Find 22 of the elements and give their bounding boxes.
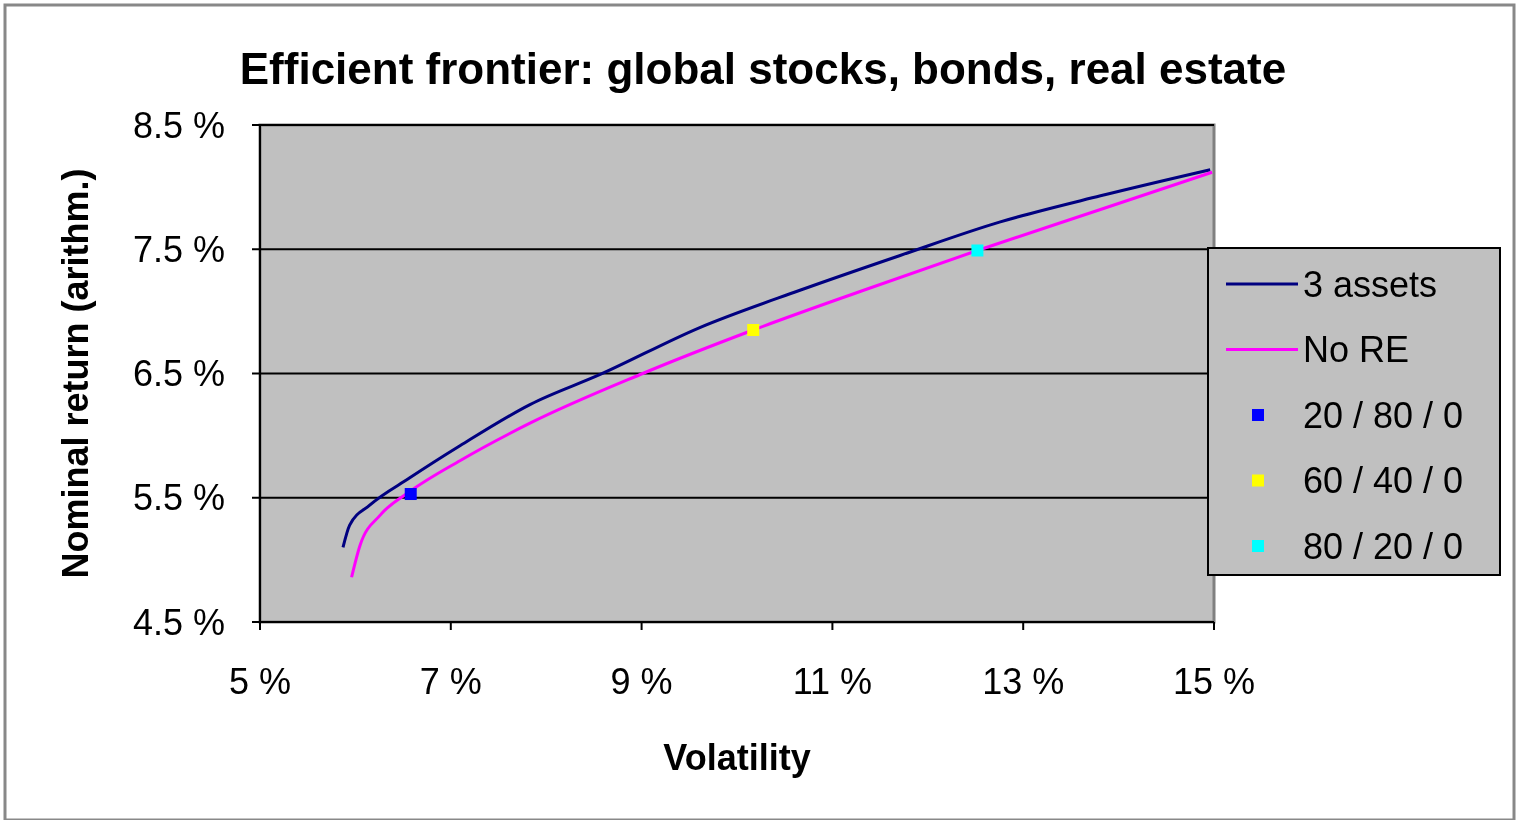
legend-label: No RE xyxy=(1303,329,1410,371)
x-tick-label: 7 % xyxy=(419,661,482,702)
legend-label: 80 / 20 / 0 xyxy=(1303,525,1464,567)
x-tick-label: 13 % xyxy=(982,661,1065,702)
point xyxy=(404,488,417,501)
y-tick-label: 8.5 % xyxy=(132,104,225,146)
y-axis-title: Nominal return (arithm.) xyxy=(55,168,96,579)
x-tick-label: 9 % xyxy=(610,661,673,702)
x-tick-label: 5 % xyxy=(228,661,292,702)
y-tick-label: 6.5 % xyxy=(132,353,225,395)
x-tick-label: 15 % xyxy=(1172,661,1256,702)
legend-label: 60 / 40 / 0 xyxy=(1303,460,1464,502)
legend-label: 20 / 80 / 0 xyxy=(1303,394,1464,436)
chart-title: Efficient frontier: global stocks, bonds, real estate xyxy=(239,44,1287,93)
y-tick-label: 7.5 % xyxy=(132,228,225,270)
x-axis-title: Volatility xyxy=(663,737,811,778)
legend-label: 3 assets xyxy=(1303,263,1438,305)
point xyxy=(747,324,760,337)
y-tick-label: 4.5 % xyxy=(132,601,225,643)
x-tick-label: 11 % xyxy=(792,661,873,702)
point xyxy=(971,244,984,257)
y-tick-label: 5.5 % xyxy=(132,477,225,519)
